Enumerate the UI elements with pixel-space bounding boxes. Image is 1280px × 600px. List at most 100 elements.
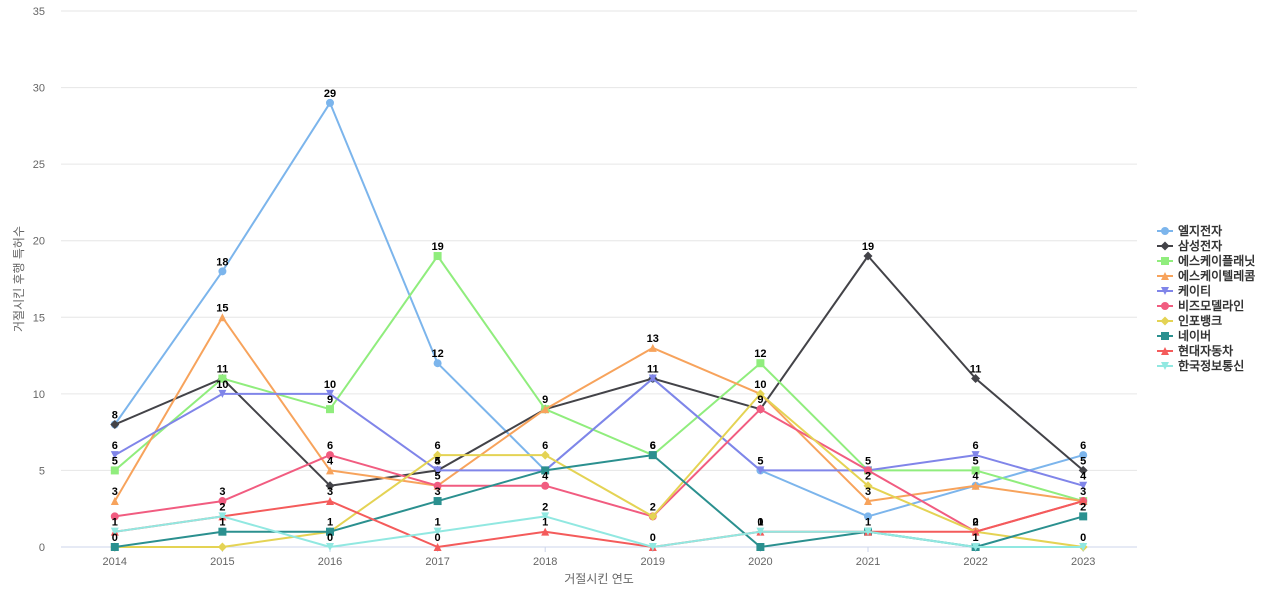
legend-marker[interactable] — [1160, 241, 1170, 251]
data-point[interactable] — [110, 527, 119, 536]
data-point[interactable] — [971, 481, 980, 490]
data-point[interactable] — [540, 450, 550, 460]
data-point[interactable] — [1078, 465, 1088, 475]
data-point[interactable] — [326, 466, 334, 475]
legend-marker[interactable] — [1161, 272, 1169, 280]
data-point[interactable] — [648, 451, 657, 460]
data-point[interactable] — [541, 527, 550, 536]
series-line[interactable] — [114, 377, 1084, 487]
legend-item[interactable]: 비즈모델라인 — [1157, 298, 1244, 313]
data-point[interactable] — [433, 481, 442, 490]
legend[interactable]: 엘지전자삼성전자에스케이플래닛에스케이텔레콤케이티비즈모델라인인포뱅크네이버현대… — [1157, 223, 1255, 373]
series-line[interactable] — [113, 101, 1084, 518]
data-point[interactable] — [433, 359, 442, 368]
data-point[interactable] — [433, 252, 442, 261]
data-point[interactable] — [1079, 512, 1088, 521]
data-point[interactable] — [541, 466, 550, 475]
data-point[interactable] — [110, 466, 119, 475]
legend-marker[interactable] — [1161, 287, 1169, 295]
legend-marker[interactable] — [1161, 362, 1169, 370]
data-point[interactable] — [110, 543, 119, 551]
legend-item[interactable]: 한국정보통신 — [1157, 358, 1244, 373]
data-point[interactable] — [541, 405, 550, 414]
data-point[interactable] — [326, 405, 334, 414]
data-point[interactable] — [648, 543, 657, 551]
series-line[interactable] — [114, 255, 1084, 487]
data-point[interactable] — [433, 543, 442, 551]
legend-item[interactable]: 에스케이플래닛 — [1157, 253, 1255, 268]
data-point[interactable] — [755, 389, 765, 399]
data-point[interactable] — [971, 527, 980, 536]
data-point[interactable] — [110, 497, 119, 506]
series-line[interactable] — [114, 500, 1084, 548]
legend-item[interactable]: 인포뱅크 — [1157, 313, 1222, 328]
data-point[interactable] — [971, 451, 980, 460]
legend-marker[interactable] — [1161, 332, 1169, 340]
data-point[interactable] — [218, 389, 227, 398]
series-line[interactable] — [114, 408, 1084, 533]
data-point[interactable] — [1079, 497, 1088, 506]
data-point[interactable] — [648, 343, 657, 352]
data-point[interactable] — [756, 405, 765, 414]
data-point[interactable] — [218, 313, 227, 322]
data-point[interactable] — [110, 451, 119, 460]
legend-item[interactable]: 네이버 — [1157, 328, 1211, 343]
data-point[interactable] — [864, 512, 872, 521]
data-point[interactable] — [326, 497, 334, 506]
data-point[interactable] — [218, 497, 227, 506]
data-label: 0 — [650, 532, 656, 544]
series-line[interactable] — [113, 316, 1084, 503]
legend-item[interactable]: 현대자동차 — [1157, 343, 1233, 358]
data-point[interactable] — [863, 251, 873, 261]
data-point[interactable] — [325, 481, 335, 491]
data-point[interactable] — [756, 543, 765, 551]
data-point[interactable] — [756, 527, 765, 536]
data-point[interactable] — [326, 389, 334, 398]
series-line[interactable] — [114, 515, 1084, 548]
data-point[interactable] — [433, 497, 442, 506]
data-point[interactable] — [541, 481, 550, 490]
data-point[interactable] — [648, 511, 658, 521]
data-point[interactable] — [218, 527, 227, 536]
data-point[interactable] — [541, 512, 550, 521]
data-point[interactable] — [756, 466, 765, 475]
y-tick-label: 25 — [33, 159, 45, 171]
data-point[interactable] — [326, 543, 334, 551]
data-point[interactable] — [218, 374, 227, 383]
data-point[interactable] — [1079, 481, 1088, 490]
data-point[interactable] — [217, 542, 227, 552]
data-point[interactable] — [326, 527, 334, 536]
legend-marker[interactable] — [1161, 302, 1169, 310]
data-point[interactable] — [433, 527, 442, 536]
data-point[interactable] — [863, 481, 873, 491]
data-point[interactable] — [326, 98, 334, 107]
data-point[interactable] — [864, 466, 872, 475]
data-point[interactable] — [1079, 451, 1088, 460]
data-label: 0 — [435, 532, 441, 544]
legend-item[interactable]: 엘지전자 — [1157, 223, 1222, 238]
data-point[interactable] — [326, 451, 334, 460]
data-point[interactable] — [971, 543, 980, 551]
data-point[interactable] — [110, 419, 120, 429]
data-point[interactable] — [971, 466, 980, 475]
legend-marker[interactable] — [1160, 316, 1170, 326]
data-point[interactable] — [648, 374, 657, 383]
data-label: 6 — [542, 440, 548, 452]
data-point[interactable] — [110, 512, 119, 521]
data-point[interactable] — [218, 267, 227, 276]
data-point[interactable] — [433, 450, 443, 460]
legend-marker[interactable] — [1161, 347, 1169, 355]
legend-marker[interactable] — [1161, 227, 1169, 235]
legend-marker[interactable] — [1161, 257, 1169, 265]
data-point[interactable] — [1079, 543, 1088, 551]
data-point[interactable] — [433, 466, 442, 475]
legend-item[interactable]: 케이티 — [1157, 283, 1211, 298]
legend-item[interactable]: 에스케이텔레콤 — [1157, 268, 1255, 283]
data-point[interactable] — [971, 374, 981, 384]
data-point[interactable] — [864, 527, 872, 536]
data-point[interactable] — [218, 512, 227, 521]
legend-item[interactable]: 삼성전자 — [1157, 238, 1222, 253]
data-point[interactable] — [864, 497, 872, 506]
data-point[interactable] — [756, 359, 765, 368]
series-line[interactable] — [114, 392, 1084, 548]
